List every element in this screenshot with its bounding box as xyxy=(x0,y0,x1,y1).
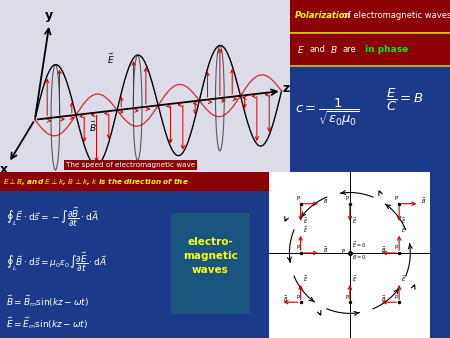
Text: $\dfrac{E}{C} = B$: $\dfrac{E}{C} = B$ xyxy=(386,87,423,113)
FancyBboxPatch shape xyxy=(288,0,450,33)
Text: x: x xyxy=(0,164,9,176)
Text: $\vec{B}$: $\vec{B}$ xyxy=(90,120,97,134)
Text: $\vec{E}$: $\vec{E}$ xyxy=(303,274,308,284)
Text: $\vec{B}$: $\vec{B}$ xyxy=(323,196,328,206)
Text: electro-
magnetic
waves: electro- magnetic waves xyxy=(183,237,238,274)
Text: $\vec{B} = \vec{B}_m \mathrm{sin}(kz - \omega t)$: $\vec{B} = \vec{B}_m \mathrm{sin}(kz - \… xyxy=(6,293,89,309)
Text: $\vec{E}$: $\vec{E}$ xyxy=(352,274,357,284)
Text: $\vec{E}$: $\vec{E}$ xyxy=(352,216,357,226)
FancyBboxPatch shape xyxy=(288,33,450,66)
Text: y: y xyxy=(45,9,54,22)
Text: $\vec{E}=0$: $\vec{E}=0$ xyxy=(352,240,366,249)
Text: P: P xyxy=(296,245,299,250)
Text: P: P xyxy=(395,245,398,250)
Text: in phase: in phase xyxy=(365,45,409,54)
Text: P: P xyxy=(346,196,349,201)
Text: P: P xyxy=(296,196,299,201)
Text: $\vec{E}$: $\vec{E}$ xyxy=(401,216,407,226)
Text: The speed of electromagnetic wave: The speed of electromagnetic wave xyxy=(66,162,195,168)
Text: $\vec{B}$: $\vec{B}$ xyxy=(381,294,387,304)
Text: and: and xyxy=(310,45,325,54)
Text: P: P xyxy=(296,295,299,299)
Text: P: P xyxy=(346,295,349,299)
Text: $\vec{B}$: $\vec{B}$ xyxy=(381,245,387,255)
Text: $\vec{B}$: $\vec{B}$ xyxy=(283,294,288,304)
Text: $c = \dfrac{1}{\sqrt{\varepsilon_0\mu_0}}$: $c = \dfrac{1}{\sqrt{\varepsilon_0\mu_0}… xyxy=(295,96,360,128)
Text: P: P xyxy=(395,196,398,201)
Text: $\vec{B}$: $\vec{B}$ xyxy=(422,196,427,206)
Text: $B$: $B$ xyxy=(330,44,338,55)
Text: $\vec{E}$: $\vec{E}$ xyxy=(107,52,114,66)
Text: P: P xyxy=(342,249,345,254)
Text: $E$: $E$ xyxy=(297,44,304,55)
Text: $\mathit{E}\bot\mathit{B}$, and $\mathit{E}\bot\mathit{k}$, $\mathit{B}\bot\math: $\mathit{E}\bot\mathit{B}$, and $\mathit… xyxy=(3,176,189,187)
Text: $\oint_L \vec{B} \cdot \mathrm{d}\vec{s} = \mu_0\varepsilon_0 \int \dfrac{\parti: $\oint_L \vec{B} \cdot \mathrm{d}\vec{s}… xyxy=(6,249,107,273)
Text: $\vec{B}$: $\vec{B}$ xyxy=(323,245,328,255)
Text: P: P xyxy=(395,295,398,299)
Text: $\oint_L \vec{E} \cdot \mathrm{d}\vec{s} = -\int \dfrac{\partial \vec{B}}{\parti: $\oint_L \vec{E} \cdot \mathrm{d}\vec{s}… xyxy=(6,206,99,230)
Text: are: are xyxy=(343,45,357,54)
Text: $\vec{E}$: $\vec{E}$ xyxy=(303,216,308,226)
Text: $\vec{E}$: $\vec{E}$ xyxy=(303,225,308,235)
Text: $\vec{B}=0$: $\vec{B}=0$ xyxy=(352,252,366,262)
Text: $\vec{E}$: $\vec{E}$ xyxy=(401,274,407,284)
Text: Polarization: Polarization xyxy=(295,11,351,20)
Text: $\vec{E} = \vec{E}_m \mathrm{sin}(kz - \omega t)$: $\vec{E} = \vec{E}_m \mathrm{sin}(kz - \… xyxy=(6,315,88,331)
Text: of electromagnetic waves: of electromagnetic waves xyxy=(340,11,450,20)
Text: $\vec{E}$: $\vec{E}$ xyxy=(401,225,407,235)
Text: z: z xyxy=(282,82,289,95)
